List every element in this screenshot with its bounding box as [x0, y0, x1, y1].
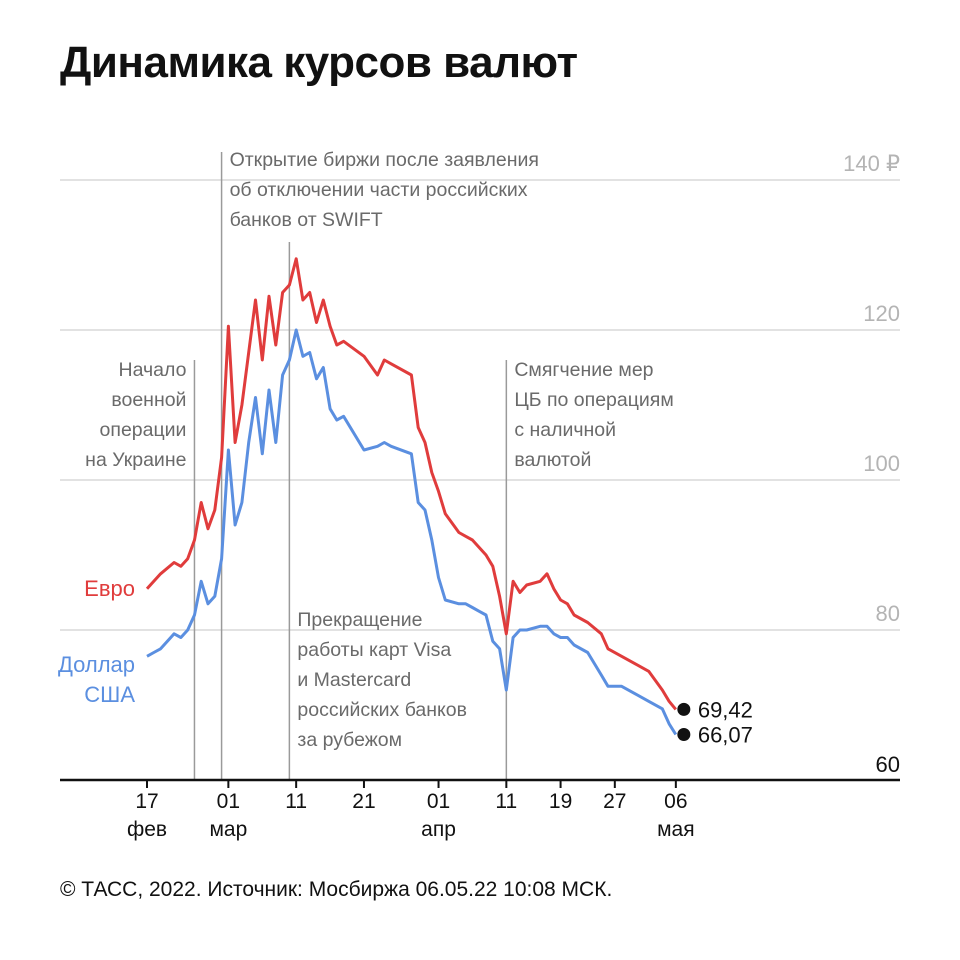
annotation-text: на Украине	[85, 449, 186, 471]
end-point-marker	[677, 727, 691, 741]
annotation-text: российских банков	[297, 699, 467, 721]
series-name-label: Евро	[84, 576, 135, 601]
x-tick-label: 19	[549, 790, 572, 813]
x-tick-label: 11	[495, 790, 517, 813]
chart-title: Динамика курсов валют	[60, 38, 578, 87]
x-tick-label: 06	[664, 790, 687, 813]
x-tick-month-label: фев	[127, 818, 167, 841]
x-tick-month-label: апр	[421, 818, 456, 841]
euro-line	[145, 257, 677, 711]
annotation-text: операции	[100, 419, 187, 441]
end-value-label: 66,07	[698, 722, 753, 747]
x-tick-label: 01	[217, 790, 240, 813]
annotation-text: об отключении части российских	[230, 179, 528, 201]
series-name-label: США	[84, 682, 135, 707]
annotation-text: банков от SWIFT	[230, 209, 383, 231]
annotation-text: и Mastercard	[297, 669, 411, 691]
end-value-label: 69,42	[698, 697, 753, 722]
y-tick-label: 60	[876, 752, 900, 777]
y-tick-label: 100	[863, 451, 900, 476]
y-tick-label: 140 ₽	[843, 151, 900, 176]
x-tick-month-label: мар	[209, 818, 247, 841]
annotation-text: работы карт Visa	[297, 639, 451, 661]
x-tick-label: 21	[352, 790, 375, 813]
annotation-text: валютой	[514, 449, 591, 471]
x-tick-month-label: мая	[657, 818, 695, 841]
series-name-label: Доллар	[58, 652, 135, 677]
annotation-text: Смягчение мер	[514, 359, 653, 381]
y-tick-label: 120	[863, 301, 900, 326]
x-tick-label: 11	[285, 790, 307, 813]
annotation-text: военной	[111, 389, 186, 411]
x-tick-label: 01	[427, 790, 450, 813]
source-footer: © ТАСС, 2022. Источник: Мосбиржа 06.05.2…	[60, 878, 613, 901]
annotation-text: Открытие биржи после заявления	[230, 149, 539, 171]
x-tick-label: 27	[603, 790, 626, 813]
annotation-text: ЦБ по операциям	[514, 389, 673, 411]
x-tick-label: 17	[135, 790, 158, 813]
annotation-text: Начало	[119, 359, 187, 381]
end-point-marker	[677, 702, 691, 716]
annotation-text: Прекращение	[297, 609, 422, 631]
y-tick-label: 80	[876, 601, 900, 626]
usd-line	[146, 328, 678, 736]
annotation-text: с наличной	[514, 419, 616, 441]
annotation-text: за рубежом	[297, 729, 402, 751]
